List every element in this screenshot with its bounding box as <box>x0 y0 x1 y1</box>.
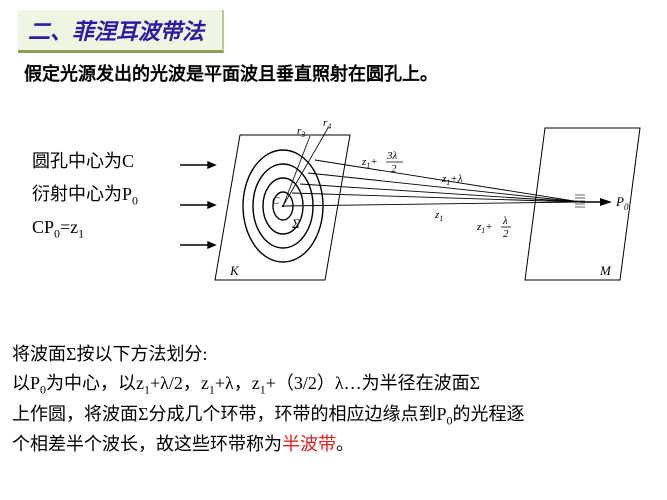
svg-text:r3: r3 <box>297 125 305 139</box>
svg-text:z1+: z1+ <box>476 221 493 235</box>
side-line-1: 圆孔中心为C <box>32 145 134 177</box>
svg-text:2: 2 <box>503 228 509 240</box>
svg-text:Σ: Σ <box>291 216 300 231</box>
bottom-line-2: 以P0为中心，以z1+λ/2，z1+λ，z1+（3/2）λ…为半径在波面Σ <box>12 369 652 400</box>
fresnel-diagram: C Σ K M P0 r3 r4 z1 z1+ λ 2 z1+λ z1+ 3λ … <box>180 110 650 310</box>
side-line-2: 衍射中心为P0 <box>32 178 138 212</box>
svg-text:z1+λ: z1+λ <box>441 173 463 187</box>
svg-text:λ: λ <box>502 215 508 227</box>
svg-text:2: 2 <box>391 163 397 175</box>
side-line-3: CP0=z1 <box>32 211 84 245</box>
method-text: 将波面Σ按以下方法划分: 以P0为中心，以z1+λ/2，z1+λ，z1+（3/2… <box>12 340 652 459</box>
svg-text:z1+: z1+ <box>361 156 378 170</box>
intro-text: 假定光源发出的光波是平面波且垂直照射在圆孔上。 <box>24 60 438 86</box>
svg-text:z1: z1 <box>434 209 443 223</box>
bottom-line-3: 上作圆，将波面Σ分成几个环带，环带的相应边缘点到P0的光程逐 <box>12 400 652 431</box>
svg-text:C: C <box>272 195 280 207</box>
svg-text:3λ: 3λ <box>386 150 398 162</box>
bottom-line-1: 将波面Σ按以下方法划分: <box>12 340 652 369</box>
svg-text:K: K <box>229 263 240 278</box>
svg-text:M: M <box>599 263 612 278</box>
section-title: 二、菲涅耳波带法 <box>18 10 224 53</box>
bottom-line-4: 个相差半个波长，故这些环带称为半波带。 <box>12 430 652 459</box>
svg-text:r4: r4 <box>323 117 331 131</box>
